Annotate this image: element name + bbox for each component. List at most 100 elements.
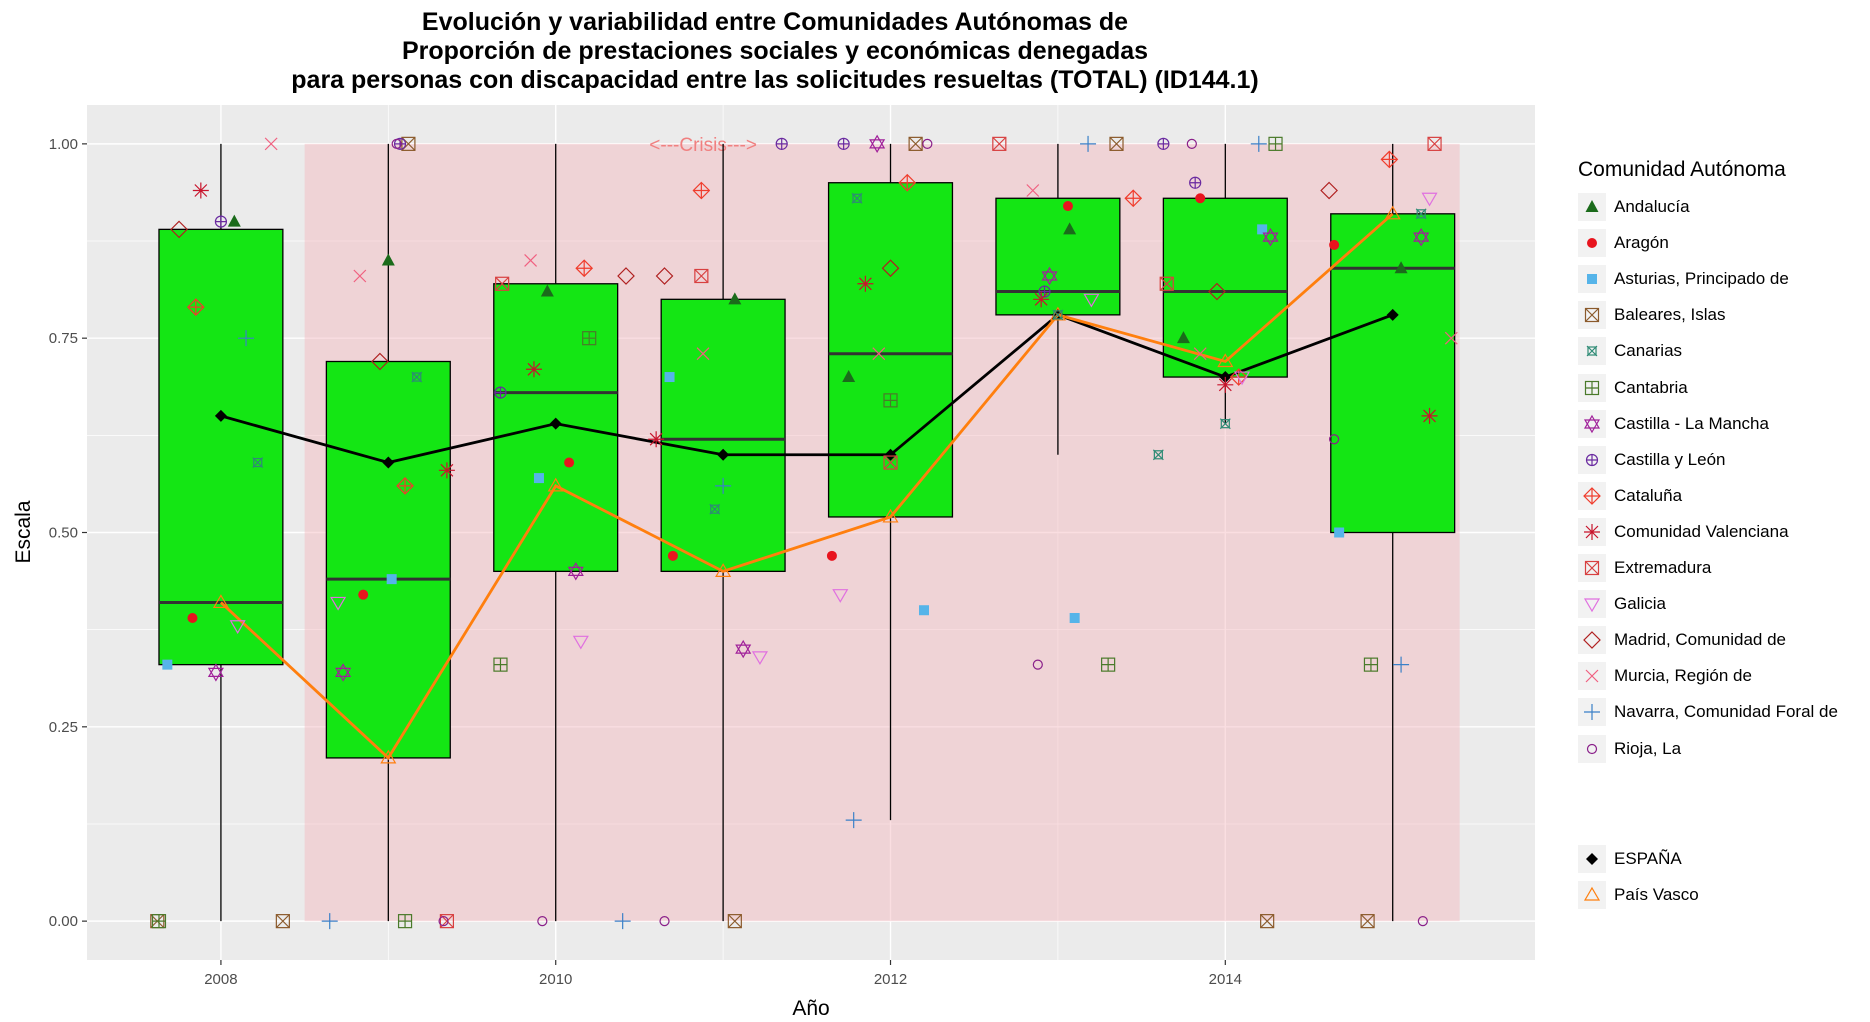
data-point (1062, 201, 1073, 212)
x-tick-label: 2014 (1209, 971, 1242, 988)
data-point (1334, 527, 1345, 538)
data-point (397, 914, 413, 929)
crisis-label: <---Crisis---> (649, 135, 757, 156)
legend-label: Extremadura (1614, 558, 1712, 577)
data-point (1320, 181, 1338, 200)
data-point (151, 914, 167, 929)
legend-label: Baleares, Islas (1614, 305, 1726, 325)
legend-marker (1586, 743, 1598, 754)
data-point (1250, 135, 1267, 152)
data-point (411, 371, 423, 383)
data-point (227, 214, 241, 227)
box (158, 228, 284, 666)
legend-key-icon (1578, 662, 1606, 691)
data-point (1268, 136, 1283, 151)
legend-title: Comunidad Autónoma (1578, 158, 1786, 181)
region-legend-item: Rioja, La (1578, 734, 1681, 764)
data-point (275, 914, 290, 929)
data-point (1427, 136, 1442, 151)
data-point (1063, 222, 1077, 235)
espana-point (884, 448, 897, 461)
legend-key-icon (1578, 590, 1606, 619)
chart-title-line-1: Evolución y variabilidad entre Comunidad… (421, 8, 1129, 36)
y-tick-label: 0.00 (49, 913, 78, 930)
data-point (872, 347, 886, 361)
data-point (1262, 227, 1279, 247)
data-point (1329, 239, 1340, 250)
data-point (393, 137, 407, 150)
data-point (881, 259, 900, 278)
data-point (495, 276, 510, 291)
data-point (540, 284, 554, 297)
data-point (252, 457, 264, 468)
legend-label: ESPAÑA (1614, 849, 1682, 868)
data-point (396, 477, 414, 495)
boxplot-2015 (1330, 143, 1456, 922)
legend-marker (1584, 523, 1600, 540)
data-point (1032, 659, 1043, 670)
y-tick-label: 0.25 (49, 719, 78, 736)
data-point (1157, 137, 1170, 150)
data-point (832, 589, 849, 603)
x-axis-title: Año (792, 997, 829, 1020)
data-point (335, 663, 352, 682)
data-point (1195, 193, 1206, 204)
data-point (1041, 266, 1058, 286)
data-point (371, 352, 389, 371)
data-point (869, 134, 886, 154)
data-point (1080, 135, 1097, 152)
legend-key-icon (1578, 734, 1606, 763)
data-point (1186, 138, 1197, 149)
legend-key-icon (1578, 337, 1606, 366)
data-point (1363, 657, 1379, 672)
data-point (1415, 208, 1427, 220)
data-point (1413, 227, 1430, 247)
region-legend-item: Castilla - La Mancha (1578, 409, 1769, 439)
legend-label: Navarra, Comunidad Foral de (1614, 702, 1838, 722)
data-point (1360, 914, 1375, 929)
y-tick-label: 1.00 (49, 136, 78, 153)
legend-key-icon (1578, 881, 1606, 910)
x-tick-label: 2008 (204, 971, 237, 988)
data-point (845, 812, 862, 829)
legend-marker (1585, 453, 1599, 466)
data-point (1083, 293, 1100, 308)
data-point (1026, 184, 1040, 197)
legend-key-icon (1578, 409, 1606, 438)
data-point (709, 503, 721, 515)
legend-label: Murcia, Región de (1614, 666, 1752, 686)
data-point (908, 136, 923, 151)
data-point (170, 220, 188, 239)
legend-key-icon (1578, 845, 1606, 873)
data-point (1176, 331, 1190, 344)
data-point (1234, 371, 1251, 386)
legend-key-icon (1578, 445, 1606, 474)
x-tick-label: 2012 (874, 971, 907, 988)
data-point (1208, 282, 1226, 301)
series-legend-item: ESPAÑA (1578, 844, 1682, 874)
espana-point (1386, 308, 1399, 321)
data-point (1257, 224, 1268, 235)
data-point (493, 657, 508, 672)
boxplot-2012 (827, 143, 954, 821)
data-point (567, 562, 584, 581)
legend-label: Rioja, La (1614, 738, 1682, 758)
region-legend-item: Aragón (1578, 228, 1669, 258)
x-tick-label: 2010 (539, 971, 572, 988)
data-point (1124, 189, 1143, 208)
data-point (438, 916, 449, 927)
legend-marker (1583, 598, 1601, 613)
data-point (696, 347, 710, 361)
region-legend-item: Cataluña (1578, 481, 1682, 511)
legend-marker (1584, 560, 1600, 576)
legend-marker (1584, 308, 1600, 323)
region-legend-item: Extremadura (1578, 553, 1711, 583)
box (325, 360, 451, 759)
data-point (1219, 418, 1231, 430)
data-point (524, 254, 538, 267)
data-point (1380, 150, 1399, 169)
region-legend-item: Castilla y León (1578, 445, 1726, 475)
data-point (572, 635, 589, 650)
region-legend-item: Galicia (1578, 589, 1666, 619)
legend-marker (1587, 274, 1597, 285)
